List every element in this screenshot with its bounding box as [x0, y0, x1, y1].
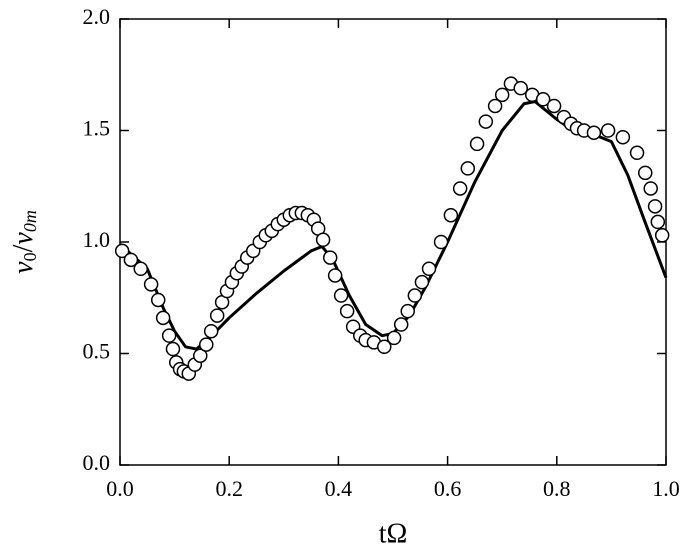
- y-label-part: 0: [20, 252, 40, 261]
- y-label-part: /: [8, 244, 39, 252]
- y-label-part: v: [8, 232, 39, 245]
- marker: [155, 310, 171, 326]
- marker: [629, 145, 645, 161]
- y-label-part: 0m: [20, 210, 40, 232]
- marker: [203, 323, 219, 339]
- marker: [150, 292, 166, 308]
- marker: [650, 214, 666, 230]
- x-tick-label: 0.6: [434, 476, 462, 501]
- x-tick-label: 0.4: [325, 476, 353, 501]
- marker: [513, 80, 529, 96]
- marker: [615, 129, 631, 145]
- marker: [386, 330, 402, 346]
- marker: [322, 250, 338, 265]
- marker: [327, 268, 343, 283]
- x-tick-label: 0.8: [543, 476, 571, 501]
- y-tick-label: 0.0: [83, 450, 111, 475]
- marker: [143, 277, 159, 292]
- marker: [133, 261, 148, 277]
- marker: [546, 98, 562, 114]
- marker: [123, 252, 139, 268]
- marker: [414, 274, 430, 290]
- marker: [647, 199, 663, 214]
- marker: [165, 341, 181, 357]
- y-tick-label: 1.0: [83, 227, 111, 252]
- y-tick-label: 1.5: [83, 116, 111, 141]
- marker: [199, 337, 214, 352]
- marker: [193, 348, 208, 363]
- marker: [600, 123, 616, 138]
- line: [118, 100, 668, 351]
- marker: [654, 228, 670, 243]
- y-label-part: v: [8, 261, 39, 274]
- marker: [586, 125, 602, 140]
- marker: [452, 181, 468, 196]
- marker: [114, 243, 130, 259]
- marker: [433, 234, 449, 250]
- x-tick-label: 1.0: [652, 476, 680, 501]
- marker: [535, 92, 551, 107]
- marker: [161, 328, 177, 343]
- x-tick-label: 0.0: [106, 476, 134, 501]
- marker: [478, 114, 494, 129]
- marker: [339, 303, 355, 319]
- marker: [393, 317, 409, 332]
- marker: [333, 288, 349, 303]
- marker: [460, 161, 476, 176]
- y-tick-label: 0.5: [83, 339, 111, 364]
- y-axis-label: v0/v0m: [8, 210, 40, 274]
- marker: [643, 181, 658, 196]
- y-tick-label: 2.0: [83, 4, 111, 29]
- marker: [443, 207, 459, 223]
- plot-frame: [119, 18, 667, 466]
- marker: [400, 303, 415, 319]
- x-axis-label: tΩ: [379, 518, 408, 549]
- marker: [421, 261, 437, 277]
- marker: [315, 232, 331, 248]
- marker: [209, 308, 225, 323]
- marker: [407, 288, 423, 303]
- marker: [487, 98, 503, 114]
- marker: [377, 339, 392, 355]
- marker: [494, 87, 510, 103]
- marker: [469, 136, 485, 152]
- x-tick-label: 0.2: [215, 476, 243, 501]
- marker: [638, 165, 653, 181]
